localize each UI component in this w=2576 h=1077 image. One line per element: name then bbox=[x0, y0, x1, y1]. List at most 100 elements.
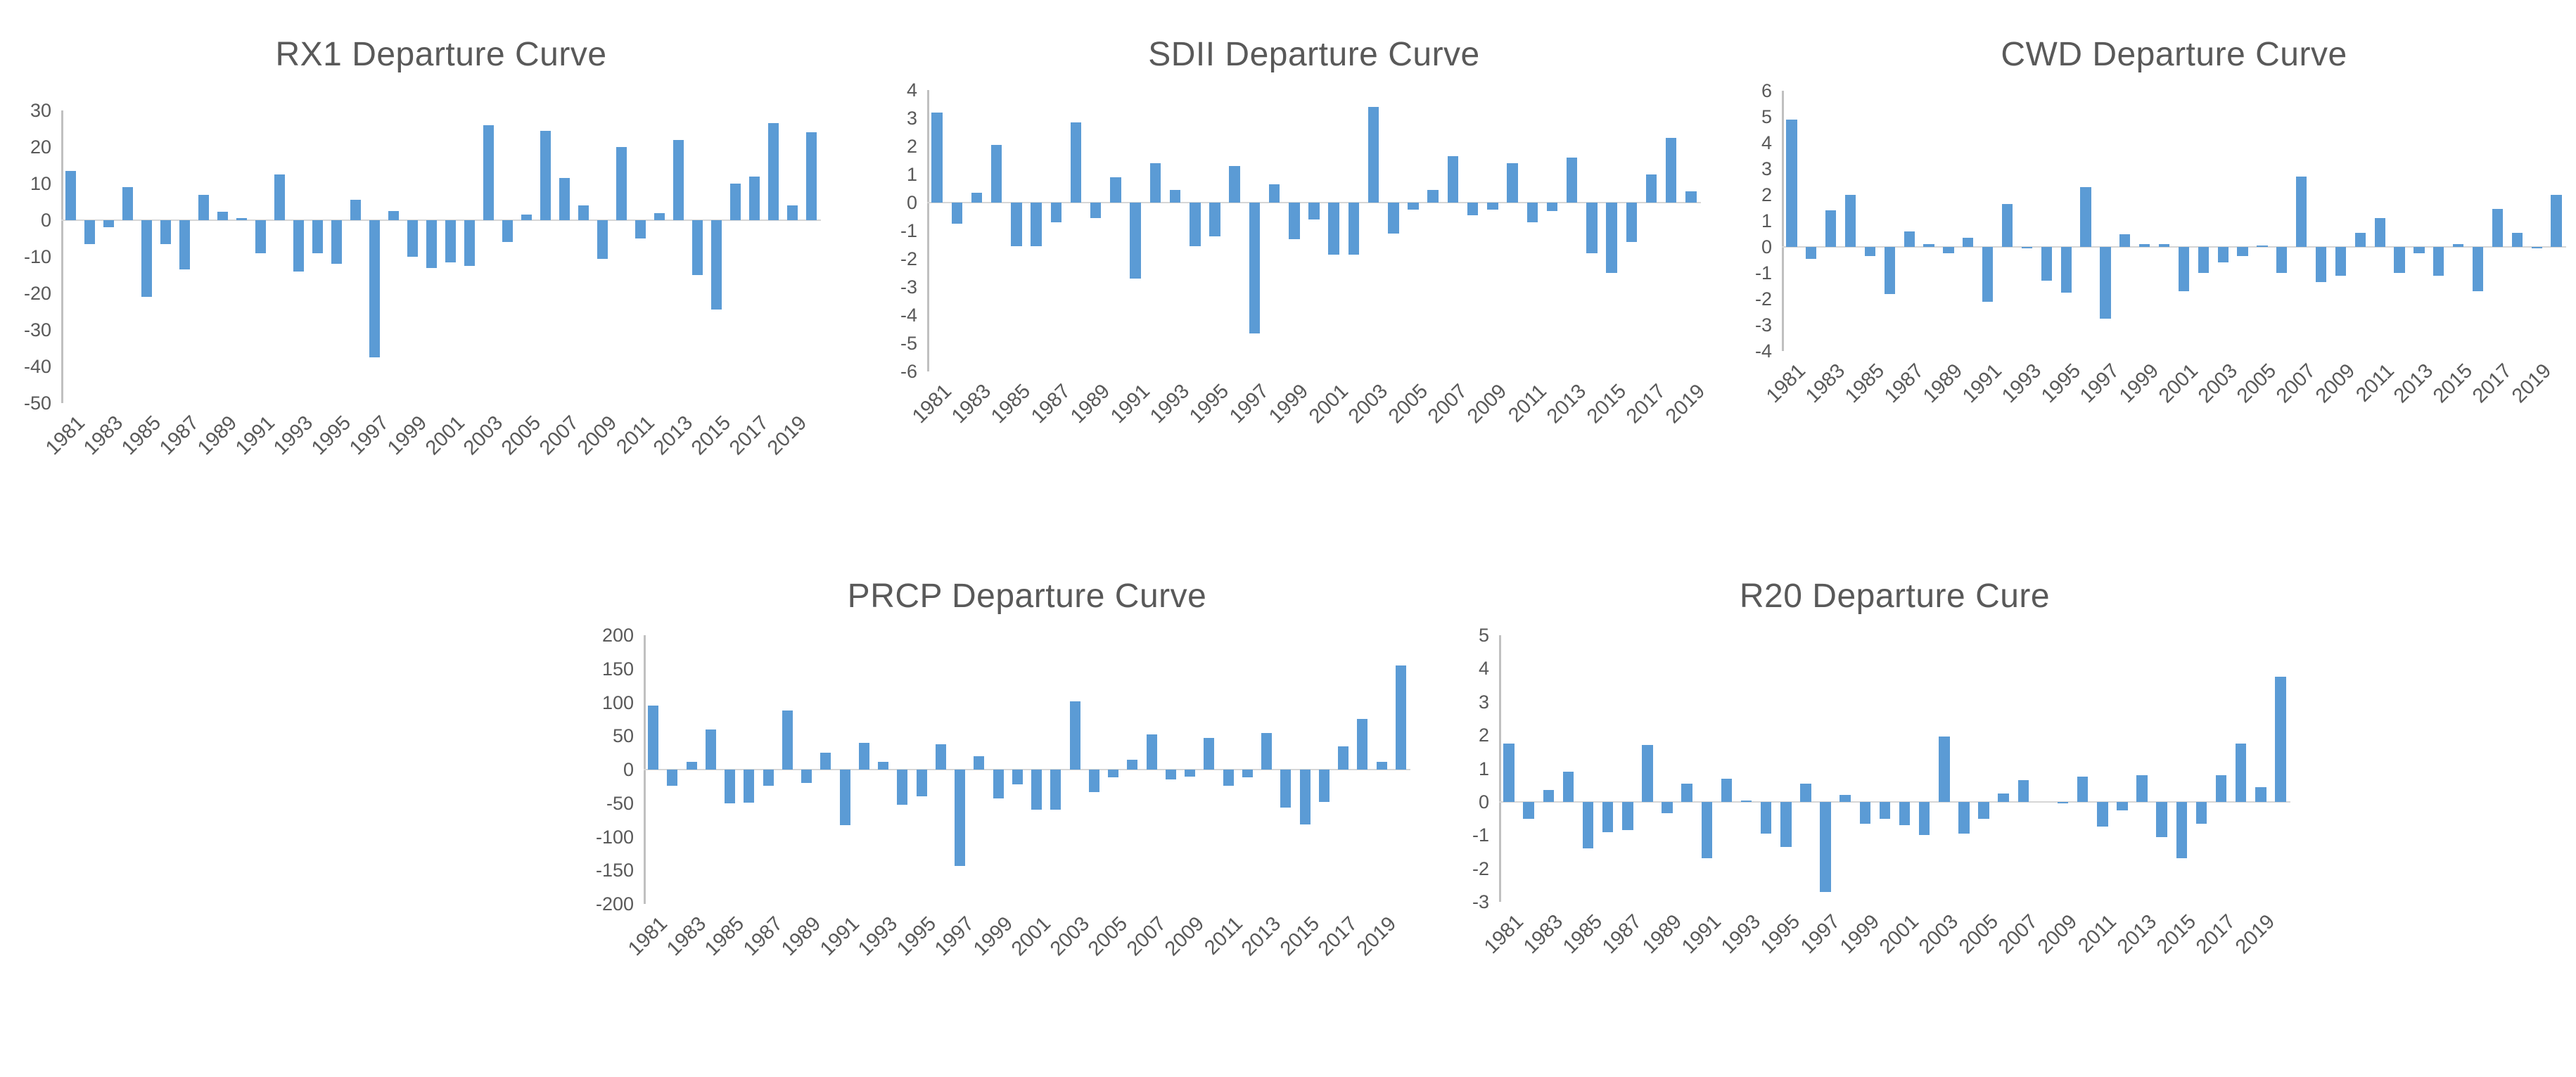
x-tick-label: 1981 bbox=[907, 380, 956, 428]
x-tick-label: 1989 bbox=[193, 412, 242, 460]
bar-1989 bbox=[217, 212, 228, 220]
y-tick-label: -5 bbox=[900, 333, 917, 354]
x-tick-label: 1993 bbox=[269, 412, 318, 460]
bar-2018 bbox=[2511, 232, 2523, 247]
x-tick-label: 1983 bbox=[662, 912, 710, 961]
bar-2010 bbox=[1507, 163, 1518, 203]
bar-1993 bbox=[293, 220, 304, 272]
bar-1984 bbox=[990, 145, 1002, 203]
bar-2016 bbox=[2195, 801, 2207, 824]
x-axis-zero-line bbox=[644, 769, 1410, 770]
bar-2014 bbox=[2433, 247, 2444, 276]
y-tick-label: -50 bbox=[606, 792, 634, 814]
bar-2010 bbox=[1204, 738, 1215, 770]
bar-2006 bbox=[1127, 759, 1138, 770]
bar-2020 bbox=[2275, 677, 2286, 802]
x-tick-label: 1981 bbox=[624, 912, 672, 961]
bar-1990 bbox=[1110, 177, 1121, 203]
bar-1993 bbox=[878, 762, 889, 770]
bar-2011 bbox=[2097, 801, 2108, 827]
bar-2012 bbox=[1242, 770, 1253, 777]
x-tick-label: 2015 bbox=[1275, 912, 1324, 961]
x-tick-label: 2003 bbox=[1344, 380, 1393, 428]
bar-1995 bbox=[1209, 203, 1220, 236]
bar-2011 bbox=[635, 220, 646, 238]
bar-2017 bbox=[1338, 746, 1349, 770]
bar-1992 bbox=[858, 742, 869, 770]
x-tick-label: 1991 bbox=[815, 912, 864, 961]
bar-2012 bbox=[2117, 801, 2128, 810]
x-tick-label: 1997 bbox=[345, 412, 394, 460]
y-tick-label: 2 bbox=[1478, 725, 1489, 746]
bar-1989 bbox=[1662, 801, 1673, 814]
y-tick-label: 3 bbox=[1761, 158, 1772, 179]
x-axis-zero-line bbox=[1499, 801, 2290, 803]
bar-2014 bbox=[2156, 801, 2167, 837]
y-axis-line bbox=[1499, 635, 1501, 902]
bar-1994 bbox=[1190, 203, 1201, 246]
x-tick-label: 2001 bbox=[1007, 912, 1056, 961]
chart-r20-departure: R20 Departure Cure 5 4 3 2 1 0 -1 -2 -3 1981 1983 1… bbox=[1444, 566, 2309, 1077]
x-tick-label: 1993 bbox=[1716, 910, 1766, 959]
x-tick-label: 1985 bbox=[987, 380, 1035, 428]
bar-1998 bbox=[388, 211, 399, 220]
bar-1999 bbox=[2139, 244, 2150, 247]
bar-2004 bbox=[1958, 801, 1970, 834]
bar-1996 bbox=[1800, 783, 1811, 802]
x-tick-label: 2013 bbox=[649, 412, 698, 460]
y-tick-label: 30 bbox=[30, 100, 51, 121]
x-tick-label: 1987 bbox=[1598, 910, 1647, 959]
bar-2004 bbox=[502, 220, 513, 243]
bar-1994 bbox=[2041, 247, 2052, 281]
x-tick-label: 2003 bbox=[2193, 359, 2242, 408]
bar-1981 bbox=[1786, 119, 1797, 247]
bar-2013 bbox=[1566, 158, 1578, 203]
chart-title-sdii: SDII Departure Curve bbox=[1148, 36, 1480, 73]
x-tick-label: 1989 bbox=[777, 912, 826, 961]
y-tick-label: -20 bbox=[23, 283, 51, 304]
x-tick-label: 2005 bbox=[2233, 359, 2281, 408]
bar-2009 bbox=[597, 220, 608, 259]
bar-2009 bbox=[2057, 801, 2069, 804]
bar-1981 bbox=[1503, 743, 1515, 802]
bar-1985 bbox=[141, 220, 152, 298]
bar-2009 bbox=[1487, 203, 1498, 210]
bar-1998 bbox=[1839, 795, 1851, 802]
y-axis-line bbox=[927, 90, 929, 371]
x-tick-label: 1981 bbox=[1762, 359, 1811, 408]
x-tick-label: 1987 bbox=[1026, 380, 1075, 428]
bar-1991 bbox=[839, 770, 850, 826]
bar-2005 bbox=[1408, 203, 1419, 210]
bar-2019 bbox=[2255, 786, 2266, 802]
x-tick-label: 2007 bbox=[2272, 359, 2321, 408]
bar-1984 bbox=[122, 187, 133, 220]
y-tick-label: 5 bbox=[1761, 106, 1772, 127]
bar-1998 bbox=[2119, 234, 2131, 247]
bar-2008 bbox=[1467, 203, 1479, 215]
bar-2014 bbox=[692, 220, 703, 275]
bar-1992 bbox=[1721, 778, 1733, 802]
bar-1987 bbox=[1622, 801, 1633, 831]
bar-1988 bbox=[1642, 745, 1653, 802]
bar-2013 bbox=[2136, 775, 2148, 802]
bar-1982 bbox=[951, 203, 963, 224]
bar-1994 bbox=[897, 770, 908, 805]
x-tick-label: 1983 bbox=[1519, 910, 1567, 959]
y-tick-label: 1 bbox=[1478, 758, 1489, 779]
y-tick-label: 0 bbox=[1478, 791, 1489, 812]
bar-2016 bbox=[2472, 247, 2484, 291]
bar-1986 bbox=[1884, 247, 1895, 294]
bar-2004 bbox=[1088, 770, 1099, 793]
chart-title-rx1: RX1 Departure Curve bbox=[275, 36, 607, 73]
bar-1988 bbox=[198, 194, 209, 220]
bar-1998 bbox=[974, 756, 985, 770]
bar-1994 bbox=[1760, 801, 1772, 834]
y-tick-label: 50 bbox=[612, 725, 634, 747]
y-axis-line bbox=[61, 110, 63, 403]
y-tick-label: -3 bbox=[900, 276, 917, 298]
bar-1990 bbox=[1963, 238, 1974, 247]
y-tick-label: -2 bbox=[1754, 288, 1772, 310]
bar-1994 bbox=[312, 220, 323, 253]
bar-2005 bbox=[521, 215, 532, 220]
x-tick-label: 2001 bbox=[421, 412, 470, 460]
